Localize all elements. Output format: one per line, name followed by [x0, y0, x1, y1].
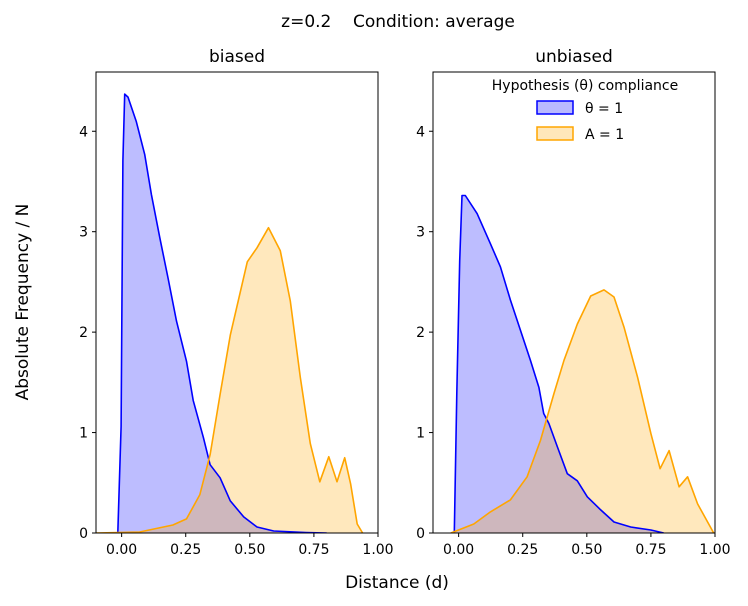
area-fill-A — [450, 289, 714, 533]
legend-title: Hypothesis (θ) compliance — [492, 78, 678, 94]
y-tick-label: 0 — [416, 526, 425, 542]
figure-suptitle: z=0.2 Condition: average — [281, 12, 515, 32]
x-axis-label: Distance (d) — [345, 573, 449, 593]
legend-label-theta: θ = 1 — [585, 101, 623, 117]
axes-frame — [95, 71, 379, 534]
y-axis-label: Absolute Frequency / N — [13, 204, 33, 401]
y-tick-label: 3 — [416, 225, 425, 241]
x-tick-label: 0.00 — [443, 542, 474, 558]
area-fill-A — [96, 227, 363, 533]
x-tick-label: 0.25 — [170, 542, 201, 558]
y-tick-label: 4 — [416, 124, 425, 140]
panel-title: unbiased — [535, 47, 613, 67]
legend-swatch-a — [536, 126, 574, 141]
area-fill-theta — [117, 94, 327, 533]
legend: Hypothesis (θ) compliance θ = 1 A = 1 — [492, 78, 678, 143]
legend-label-a: A = 1 — [585, 127, 624, 143]
x-tick-label: 0.00 — [106, 542, 137, 558]
area-fill-theta — [454, 195, 664, 533]
x-tick-label: 0.50 — [571, 542, 602, 558]
x-tick-label: 0.75 — [298, 542, 329, 558]
x-tick-label: 0.25 — [507, 542, 538, 558]
y-tick-label: 2 — [416, 325, 425, 341]
y-tick-label: 1 — [416, 426, 425, 442]
panel-title: biased — [209, 47, 265, 67]
x-tick-label: 0.50 — [234, 542, 265, 558]
y-tick-label: 0 — [79, 526, 88, 542]
series-line-theta — [117, 93, 327, 533]
series-line-A — [96, 226, 364, 533]
x-tick-label: 1.00 — [699, 542, 730, 558]
panel-biased: biased 0.00 0.25 0.50 0.75 1.00 0 1 2 3 4 — [79, 47, 394, 558]
panel-unbiased: unbiased 0.00 0.25 0.50 0.75 1.00 0 1 2 3 4 — [416, 47, 731, 558]
x-tick-label: 1.00 — [362, 542, 393, 558]
series-line-theta — [453, 194, 664, 533]
series-line-A — [450, 289, 715, 533]
axes-frame — [432, 71, 716, 534]
y-tick-label: 2 — [79, 325, 88, 341]
y-tick-label: 4 — [79, 124, 88, 140]
legend-swatch-theta — [536, 100, 574, 115]
y-tick-label: 3 — [79, 225, 88, 241]
y-tick-label: 1 — [79, 426, 88, 442]
x-tick-label: 0.75 — [635, 542, 666, 558]
